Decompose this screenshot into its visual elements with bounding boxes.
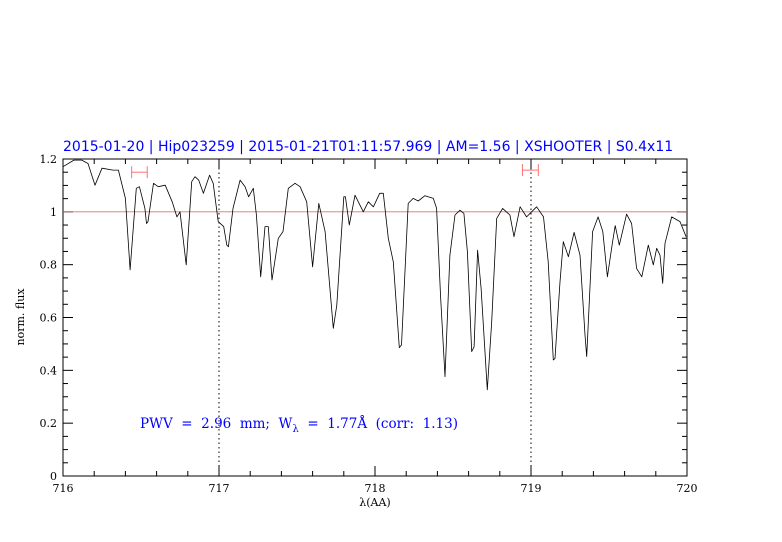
x-tick-label: 720: [677, 482, 698, 495]
x-tick-label: 716: [53, 482, 74, 495]
y-tick-label: 1.2: [40, 153, 58, 166]
annotation-subscript: λ: [292, 424, 299, 435]
annotation-suffix: = 1.77Å (corr: 1.13): [299, 416, 458, 432]
chart-title: 2015-01-20 | Hip023259 | 2015-01-21T01:1…: [63, 139, 673, 155]
y-tick-label: 0.2: [40, 417, 58, 430]
y-tick-label: 0.4: [40, 364, 58, 377]
y-tick-label: 0: [50, 470, 57, 483]
x-tick-label: 719: [521, 482, 542, 495]
y-tick-label: 0.6: [40, 312, 58, 325]
axes: 716 717 718 719 720 0 0.2 0.4 0.6 0.8 1 1.2: [40, 153, 698, 495]
x-axis-label: λ(AA): [359, 496, 390, 509]
spectrum-line: [62, 159, 687, 391]
x-tick-label: 717: [209, 482, 230, 495]
y-tick-label: 0.8: [40, 259, 58, 272]
annotation-prefix: PWV = 2.96 mm; W: [140, 416, 293, 432]
x-tick-label: 718: [365, 482, 386, 495]
y-tick-label: 1: [50, 206, 57, 219]
chart-marks: [62, 159, 687, 476]
pwv-annotation: PWV = 2.96 mm; Wλ = 1.77Å (corr: 1.13): [140, 416, 458, 435]
y-axis-label: norm. flux: [14, 288, 27, 346]
